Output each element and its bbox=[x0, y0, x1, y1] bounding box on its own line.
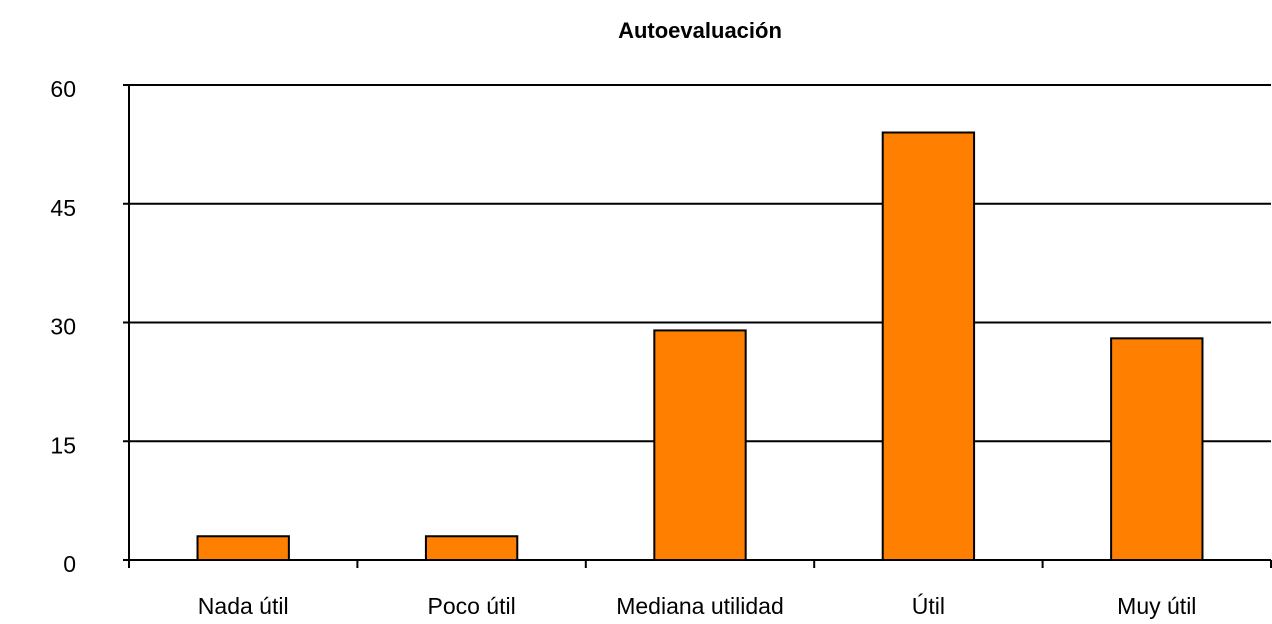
y-tick-label: 0 bbox=[63, 551, 76, 577]
y-tick-label: 30 bbox=[50, 314, 76, 340]
bar bbox=[653, 329, 747, 561]
bar bbox=[424, 535, 519, 561]
bar bbox=[196, 535, 290, 561]
y-tick-label: 15 bbox=[50, 432, 76, 458]
x-tick-label: Mediana utilidad bbox=[616, 593, 784, 619]
chart-title: Autoevaluación bbox=[618, 18, 782, 43]
bar bbox=[1110, 337, 1204, 562]
x-tick-label: Muy útil bbox=[1117, 593, 1196, 619]
bar bbox=[881, 131, 976, 561]
y-tick-label: 45 bbox=[50, 195, 76, 221]
x-tick-label: Nada útil bbox=[198, 593, 289, 619]
y-tick-label: 60 bbox=[50, 76, 76, 102]
x-tick-label: Poco útil bbox=[427, 593, 515, 619]
x-tick-label: Útil bbox=[912, 593, 945, 619]
